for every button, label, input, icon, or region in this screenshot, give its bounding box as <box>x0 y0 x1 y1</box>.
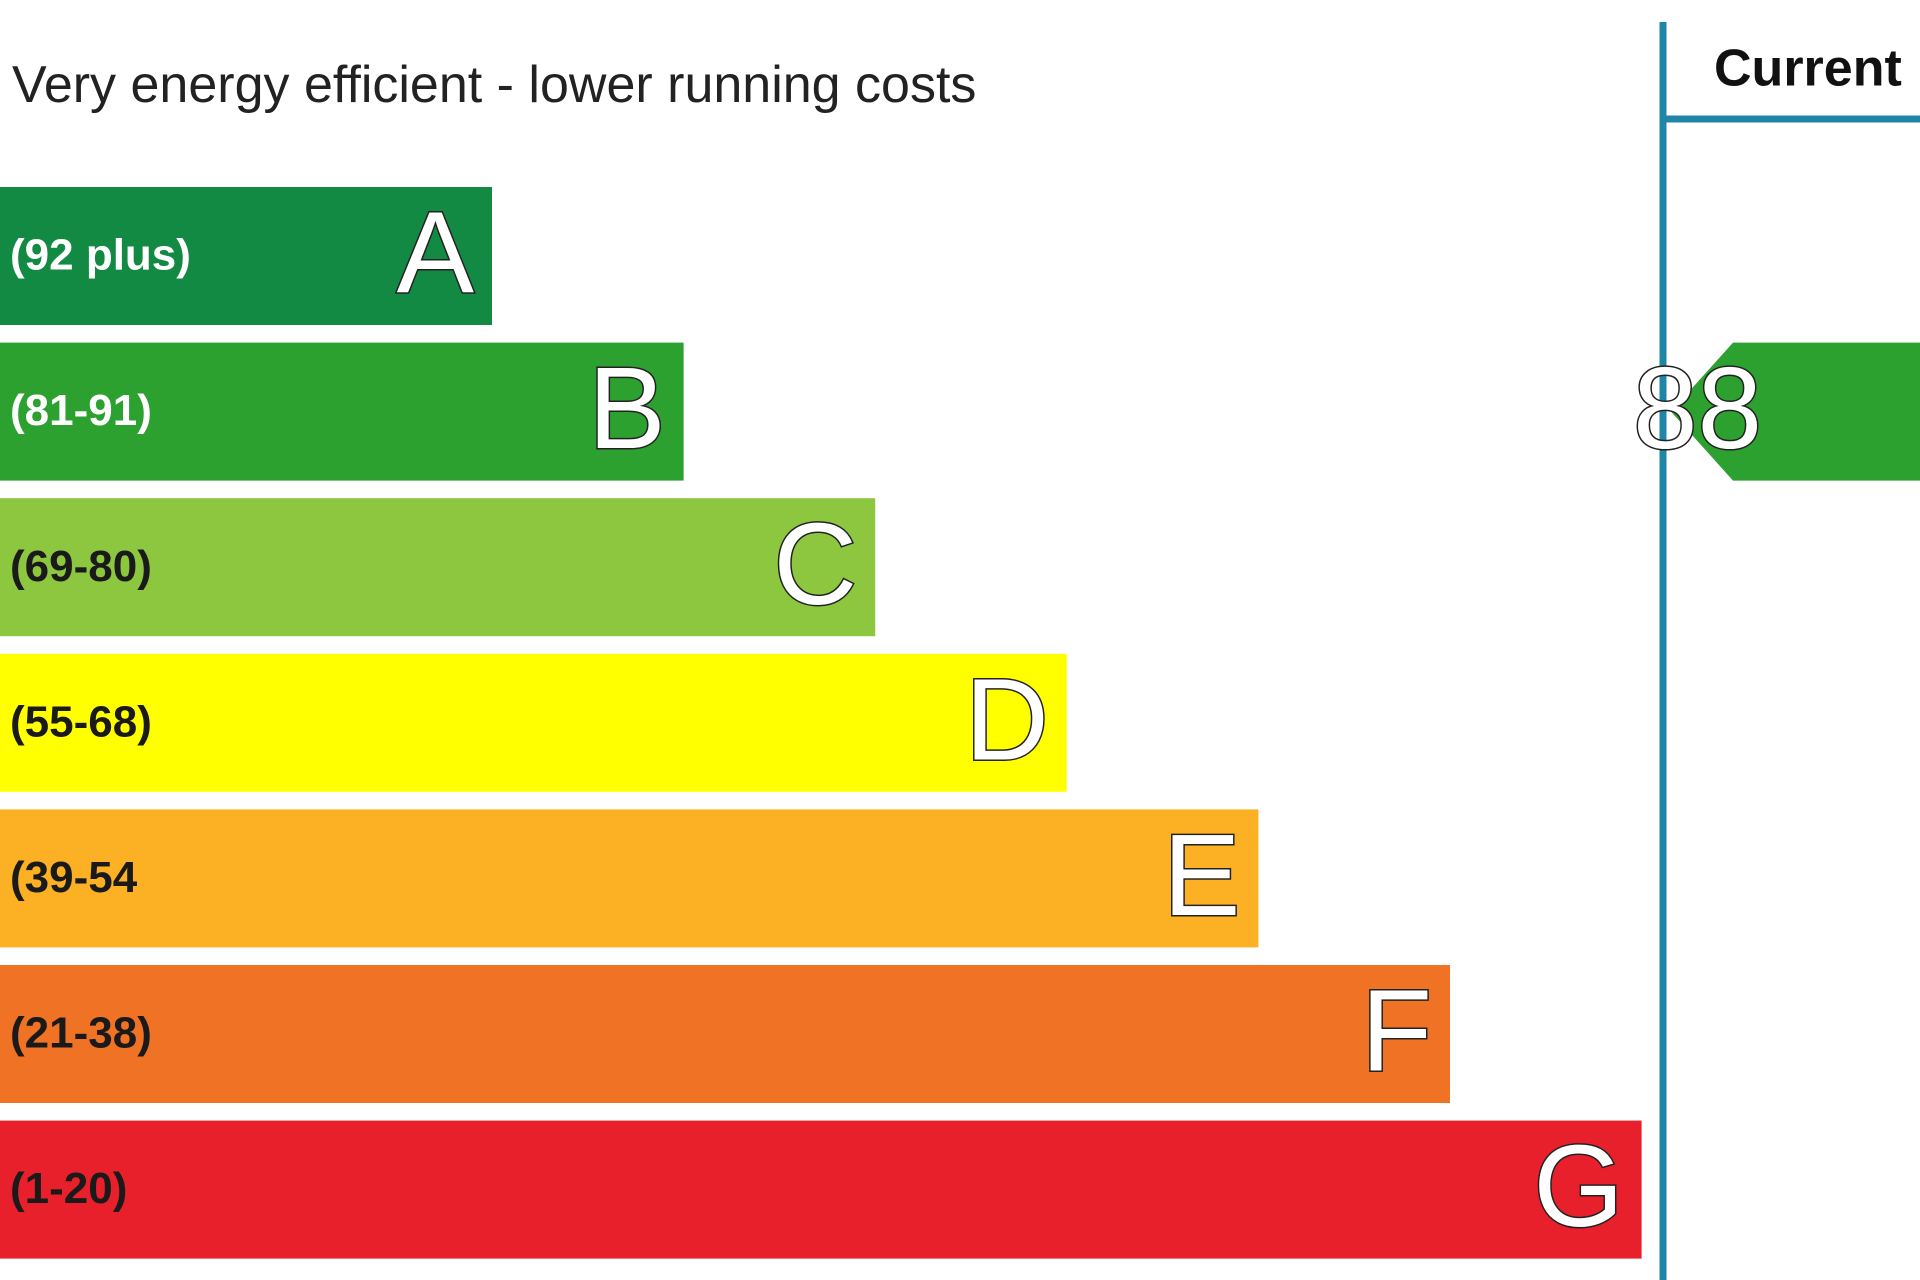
band-letter: A <box>397 188 475 318</box>
band-letter: E <box>1163 810 1240 940</box>
band-bar <box>0 1120 1642 1259</box>
band-range: (81-91) <box>10 386 152 435</box>
band-letter: B <box>588 343 665 473</box>
band-range: (92 plus) <box>10 231 191 280</box>
band-range: (39-54 <box>10 853 138 902</box>
band-letter: G <box>1533 1121 1623 1251</box>
band-letter: D <box>965 654 1049 784</box>
band-range: (21-38) <box>10 1009 152 1058</box>
current-label: Current <box>1714 40 1902 98</box>
current-rating: 88 <box>1633 343 1762 473</box>
band-bar <box>0 342 684 481</box>
band-bar <box>0 187 492 325</box>
band-bar <box>0 965 1450 1103</box>
band-bar <box>0 809 1259 948</box>
band-letter: F <box>1361 966 1432 1096</box>
band-range: (55-68) <box>10 697 152 746</box>
current-arrow <box>1671 342 1920 481</box>
band-range: (69-80) <box>10 542 152 591</box>
header-title: Very energy efficient - lower running co… <box>12 56 976 114</box>
band-bar <box>0 498 876 637</box>
band-letter: C <box>773 499 857 629</box>
band-bar <box>0 653 1067 792</box>
band-range: (1-20) <box>10 1164 127 1213</box>
